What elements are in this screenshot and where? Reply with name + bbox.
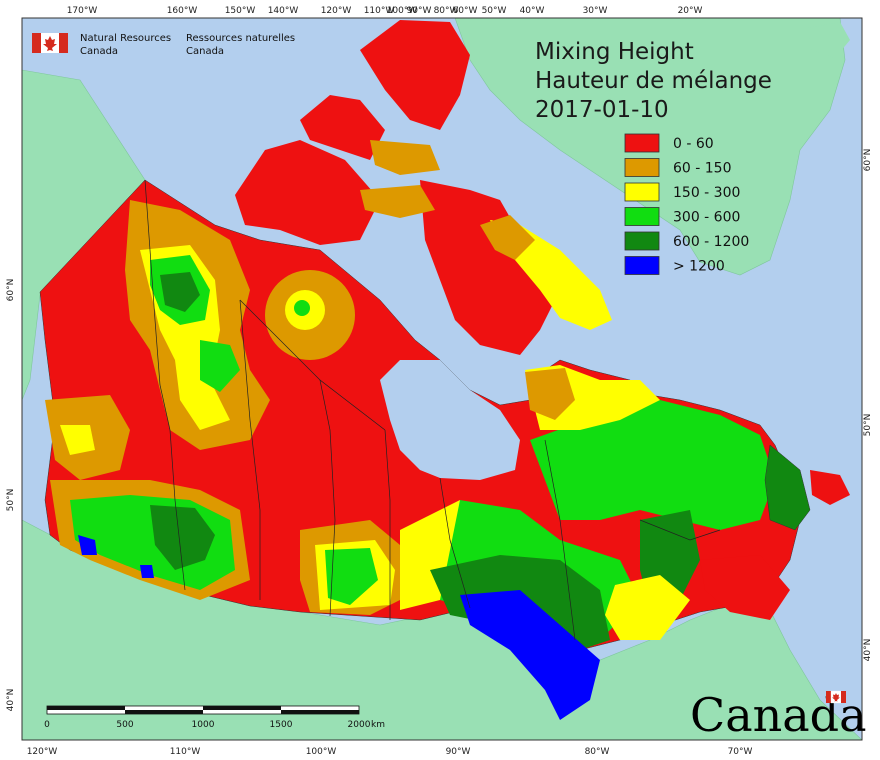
- graticule-bottom-label: 120°W: [27, 747, 58, 757]
- quebec-green: [530, 400, 775, 530]
- scale-label: 1000: [192, 720, 215, 730]
- arctic-orange-1: [370, 140, 440, 175]
- graticule-top-label: 120°W: [321, 6, 352, 16]
- green-dot-north: [294, 300, 310, 316]
- hudson-bay: [380, 360, 520, 480]
- legend-swatch: [624, 158, 660, 177]
- graticule-top-label: 90°W: [407, 6, 432, 16]
- graticule-right-label: 40°N: [863, 639, 873, 662]
- iceland: [808, 22, 850, 58]
- legend-swatch: [624, 256, 660, 275]
- graticule-bottom-label: 100°W: [306, 747, 337, 757]
- great-lakes-blue: [460, 590, 600, 720]
- scale-label: 0: [44, 720, 50, 730]
- scale-label: 500: [116, 720, 133, 730]
- bc-coast-yellow: [60, 425, 95, 455]
- newfoundland: [764, 444, 811, 531]
- legend-label: 0 - 60: [673, 136, 714, 152]
- wordmark-flag-icon: [826, 690, 846, 704]
- graticule-top-label: 30°W: [583, 6, 608, 16]
- graticule-top-label: 100°W: [387, 6, 418, 16]
- agency-name-en-line2: Canada: [80, 46, 118, 57]
- graticule-top-label: 140°W: [268, 6, 299, 16]
- prairie-green: [325, 548, 378, 605]
- graticule-top-label: 50°W: [482, 6, 507, 16]
- scale-label: 1500: [270, 720, 293, 730]
- newfoundland-east: [810, 470, 850, 505]
- quebec-orange: [525, 368, 575, 420]
- title-line-en: Mixing Height: [535, 39, 694, 65]
- scale-label: 2000: [348, 720, 371, 730]
- graticule-bottom-label: 70°W: [728, 747, 753, 757]
- canada-wordmark: Canada: [690, 688, 867, 742]
- legend-label: > 1200: [673, 259, 725, 275]
- legend-label: 600 - 1200: [673, 234, 749, 250]
- bc-south-blue-2: [140, 565, 154, 578]
- legend-label: 150 - 300: [673, 185, 740, 201]
- graticule-left-label: 50°N: [6, 489, 16, 512]
- map-canvas: [22, 18, 862, 740]
- legend-label: 60 - 150: [673, 161, 732, 177]
- legend-swatch: [624, 231, 660, 251]
- graticule-bottom-label: 110°W: [170, 747, 201, 757]
- graticule-top-label: 110°W: [364, 6, 395, 16]
- bc-south-blue: [78, 535, 97, 555]
- map-title: Mixing Height Hauteur de mélange 2017-01…: [535, 39, 772, 123]
- title-date: 2017-01-10: [535, 97, 669, 123]
- great-slave-lake-area: [200, 340, 240, 392]
- alaska: [22, 69, 146, 401]
- scale-unit: km: [371, 720, 385, 730]
- agency-signature: Natural Resources Canada Ressources natu…: [32, 33, 295, 57]
- graticule-bottom-label: 90°W: [446, 747, 471, 757]
- graticule-top-label: 40°W: [520, 6, 545, 16]
- graticule-top-label: 150°W: [225, 6, 256, 16]
- legend-swatch: [624, 207, 660, 226]
- maritimes-red: [700, 555, 790, 620]
- graticule-top-label: 60°W: [453, 6, 478, 16]
- agency-name-fr-line1: Ressources naturelles: [186, 33, 295, 44]
- legend-swatch: [624, 133, 660, 153]
- legend-label: 300 - 600: [673, 210, 740, 226]
- graticule-bottom-label: 80°W: [585, 747, 610, 757]
- bc-south-dark: [150, 505, 215, 570]
- baffin-island: [420, 180, 555, 355]
- graticule-top-label: 160°W: [167, 6, 198, 16]
- graticule-right-label: 50°N: [863, 414, 873, 437]
- provincial-borders: [144, 179, 721, 641]
- canada-flag-icon: [32, 33, 68, 53]
- graticule-left-label: 40°N: [6, 689, 16, 712]
- left-graticule-labels: 60°N 50°N 40°N: [6, 279, 16, 712]
- graticule-right-label: 60°N: [863, 149, 873, 172]
- arctic-orange-2: [360, 185, 435, 218]
- graticule-top-label: 170°W: [67, 6, 98, 16]
- arctic-island-central: [300, 95, 385, 160]
- graticule-top-label: 80°W: [434, 6, 459, 16]
- agency-name-en-line1: Natural Resources: [80, 33, 171, 44]
- scale-bar: 0 500 1000 1500 2000 km: [44, 705, 385, 730]
- right-graticule-labels: 60°N 50°N 40°N: [863, 149, 873, 662]
- top-graticule-labels: 170°W 160°W 150°W 140°W 120°W 110°W 100°…: [67, 6, 703, 16]
- ellesmere-island: [360, 20, 470, 130]
- northwest-green-dark: [160, 272, 200, 312]
- title-line-fr: Hauteur de mélange: [535, 68, 772, 94]
- baffin-orange: [480, 215, 535, 260]
- graticule-left-label: 60°N: [6, 279, 16, 302]
- agency-name-fr-line2: Canada: [186, 46, 224, 57]
- map-border: [21, 17, 863, 741]
- graticule-top-label: 20°W: [678, 6, 703, 16]
- arctic-island-west: [235, 140, 380, 245]
- legend-swatch: [624, 182, 660, 202]
- bottom-graticule-labels: 120°W 110°W 100°W 90°W 80°W 70°W: [27, 747, 753, 757]
- legend: 0 - 60 60 - 150 150 - 300 300 - 600 600 - 12…: [624, 133, 749, 275]
- maritimes-yellow: [605, 575, 690, 640]
